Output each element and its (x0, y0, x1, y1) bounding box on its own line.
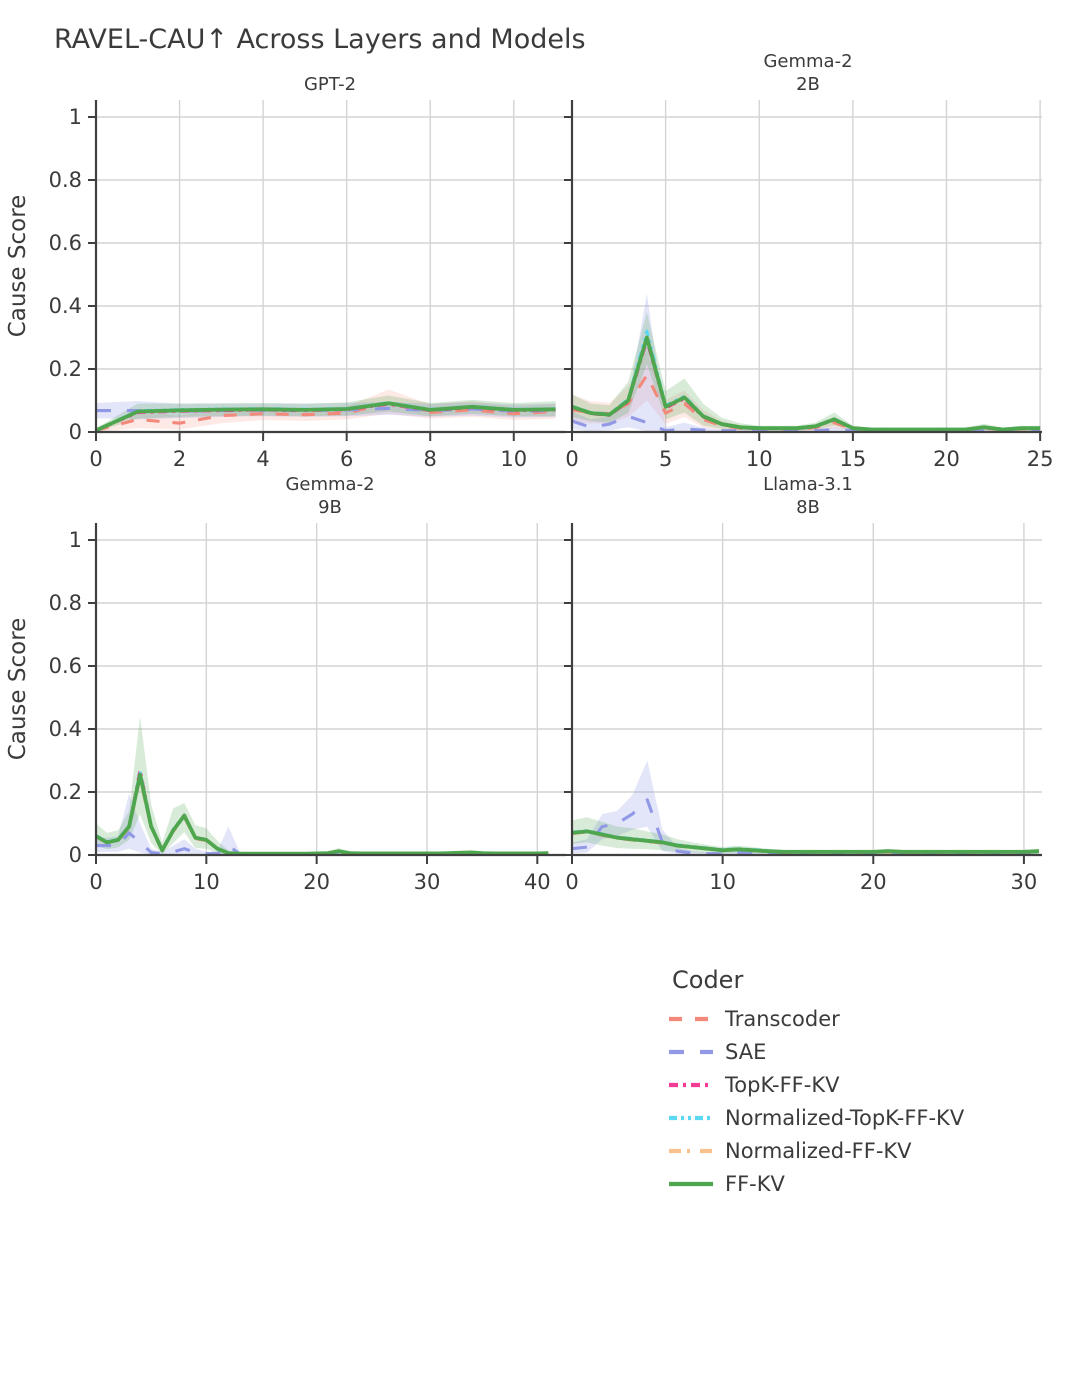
legend-item-topk-ff-kv: TopK-FF-KV (668, 1068, 1008, 1101)
xtick-label: 8 (424, 447, 437, 471)
subplot-title-line: Gemma-2 (763, 51, 853, 72)
legend-item-sae: SAE (668, 1035, 1008, 1068)
subplot-title-line: 8B (796, 497, 820, 518)
xtick-label: 2 (173, 447, 186, 471)
xtick-label: 40 (524, 870, 551, 894)
band-FF-KV (96, 716, 549, 855)
ytick-label: 0.6 (49, 654, 82, 678)
band-SAE (96, 793, 549, 855)
y-axis-label-row1: Cause Score (5, 194, 31, 338)
xtick-label: 0 (89, 447, 102, 471)
legend-items: Transcoder SAE TopK-FF-KV Normalized-TopK-F… (668, 1002, 1008, 1200)
subplot-title-line: 2B (796, 74, 820, 95)
legend-swatch-topk-ff-kv-line (669, 1082, 713, 1087)
line-Transcoder (95, 401, 556, 432)
ytick-label: 0 (69, 420, 82, 444)
ytick-label: 1 (69, 105, 82, 129)
xtick-label: 20 (303, 870, 330, 894)
ytick-label: 0.8 (49, 591, 82, 615)
line-FF-KV (95, 401, 556, 433)
band-SAE (572, 293, 1041, 432)
ytick-label: 0.6 (49, 231, 82, 255)
subplot-title-gemma2-9b: Gemma-2 9B (180, 471, 480, 519)
subplot-title-line: 9B (318, 497, 342, 518)
legend-label: Normalized-FF-KV (725, 1138, 912, 1163)
ytick-label: 0.4 (49, 294, 82, 318)
xtick-label: 0 (89, 870, 102, 894)
xtick-label: 25 (1027, 447, 1054, 471)
ytick-label: 0.2 (49, 780, 82, 804)
legend-label: TopK-FF-KV (725, 1072, 840, 1097)
legend-swatch-normalized-topk-ff-kv-line (669, 1115, 713, 1120)
subplot-gemma2-2b: 0 5 10 15 20 25 (564, 100, 1054, 471)
ytick-label: 0.4 (49, 717, 82, 741)
xtick-label: 10 (746, 447, 773, 471)
subplot-title-llama31-8b: Llama-3.1 8B (658, 471, 958, 519)
legend-item-transcoder: Transcoder (668, 1002, 1008, 1035)
xtick-label: 30 (414, 870, 441, 894)
subplot-title-gemma2-2b: Gemma-2 2B (658, 48, 958, 96)
legend-label: Normalized-TopK-FF-KV (725, 1105, 965, 1130)
xtick-label: 20 (933, 447, 960, 471)
xtick-label: 10 (500, 447, 527, 471)
legend-item-normalized-topk-ff-kv: Normalized-TopK-FF-KV (668, 1101, 1008, 1134)
xtick-label: 5 (659, 447, 672, 471)
line-FF-KV (571, 829, 1040, 854)
line-FF-KV (95, 772, 549, 856)
legend-swatch-normalized-ff-kv-line (669, 1148, 713, 1153)
line-FF-KV (571, 335, 1041, 432)
band-Transcoder (572, 350, 1041, 432)
xtick-label: 0 (565, 870, 578, 894)
legend-label: Transcoder (725, 1006, 840, 1031)
xtick-label: 15 (840, 447, 867, 471)
ytick-label: 1 (69, 528, 82, 552)
subplot-title-line: Gemma-2 (285, 474, 375, 495)
figure-title: RAVEL-CAU↑ Across Layers and Models (54, 24, 586, 55)
legend-swatch-transcoder-line (669, 1016, 713, 1021)
legend: Coder Transcoder SAE TopK-FF-KV Normalized-… (668, 966, 1008, 1200)
legend-label: FF-KV (725, 1171, 785, 1196)
ytick-label: 0.2 (49, 357, 82, 381)
subplot-title-line: Llama-3.1 (763, 474, 853, 495)
xtick-label: 10 (193, 870, 220, 894)
legend-item-normalized-ff-kv: Normalized-FF-KV (668, 1134, 1008, 1167)
subplot-gpt2: 00.20.40.60.810 2 4 6 8 10 (49, 100, 566, 471)
legend-item-ff-kv: FF-KV (668, 1167, 1008, 1200)
xtick-label: 30 (1011, 870, 1038, 894)
xtick-label: 6 (340, 447, 353, 471)
band-FF-KV (96, 395, 556, 432)
ytick-label: 0 (69, 843, 82, 867)
legend-swatch-ff-kv-line (669, 1181, 713, 1186)
y-axis-label-row2: Cause Score (5, 617, 31, 761)
subplot-gemma2-9b: 00.20.40.60.810 10 20 30 40 (49, 523, 566, 894)
legend-title: Coder (672, 966, 744, 994)
xtick-label: 20 (860, 870, 887, 894)
xtick-label: 0 (565, 447, 578, 471)
legend-swatch-sae-line (669, 1049, 713, 1054)
ytick-label: 0.8 (49, 168, 82, 192)
legend-label: SAE (725, 1039, 767, 1064)
subplot-title-line: GPT-2 (303, 74, 357, 95)
subplot-title-gpt2: GPT-2 (180, 48, 480, 96)
subplot-llama31-8b: 0 10 20 30 (564, 523, 1042, 894)
xtick-label: 4 (256, 447, 269, 471)
xtick-label: 10 (709, 870, 736, 894)
